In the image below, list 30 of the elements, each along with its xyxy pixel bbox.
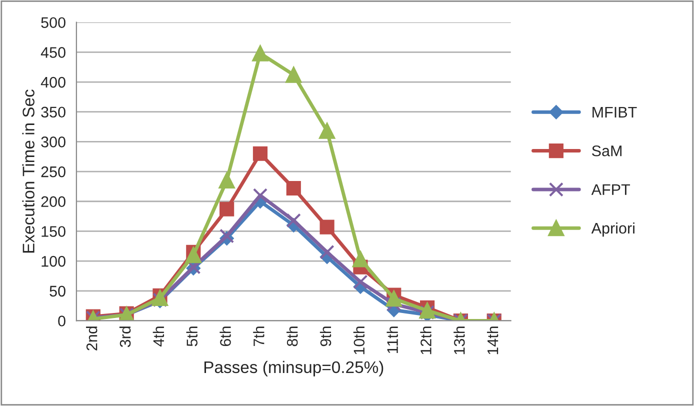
x-axis-title: Passes (minsup=0.25%) [204, 360, 384, 376]
legend-label: Apriori [591, 222, 634, 237]
y-tick-label: 500 [41, 17, 66, 28]
x-tick-label: 14th [486, 326, 498, 354]
x-tick-label: 9th [320, 326, 332, 346]
y-tick-label: 50 [50, 286, 66, 297]
x-tick-label: 12th [420, 326, 432, 354]
y-tick-label: 350 [41, 106, 66, 118]
x-tick-label: 6th [220, 326, 231, 346]
y-tick-label: 0 [58, 316, 66, 326]
x-tick-label: 5th [186, 326, 198, 346]
x-tick-label: 13th [454, 326, 465, 354]
y-tick-label: 100 [42, 256, 66, 267]
y-tick-label: 200 [41, 196, 66, 208]
x-tick-label: 11th [386, 326, 398, 354]
x-tick-label: 7th [253, 326, 264, 346]
x-tick-label: 3rd [119, 326, 131, 348]
y-tick-label: 450 [40, 47, 66, 58]
y-axis-title: Execution Time in Sec [22, 90, 34, 253]
x-tick-label: 2nd [86, 326, 98, 350]
x-tick-label: 8th [286, 326, 298, 346]
legend-label: SaM [592, 145, 622, 156]
y-tick-label: 150 [42, 226, 66, 237]
x-tick-label: 4th [152, 326, 164, 346]
y-tick-label: 250 [41, 166, 66, 178]
legend-label: MFIBT [592, 106, 637, 118]
legend-label: AFPT [591, 184, 630, 195]
y-tick-label: 400 [40, 76, 66, 88]
y-tick-label: 300 [41, 136, 66, 148]
x-tick-label: 10th [353, 326, 365, 354]
